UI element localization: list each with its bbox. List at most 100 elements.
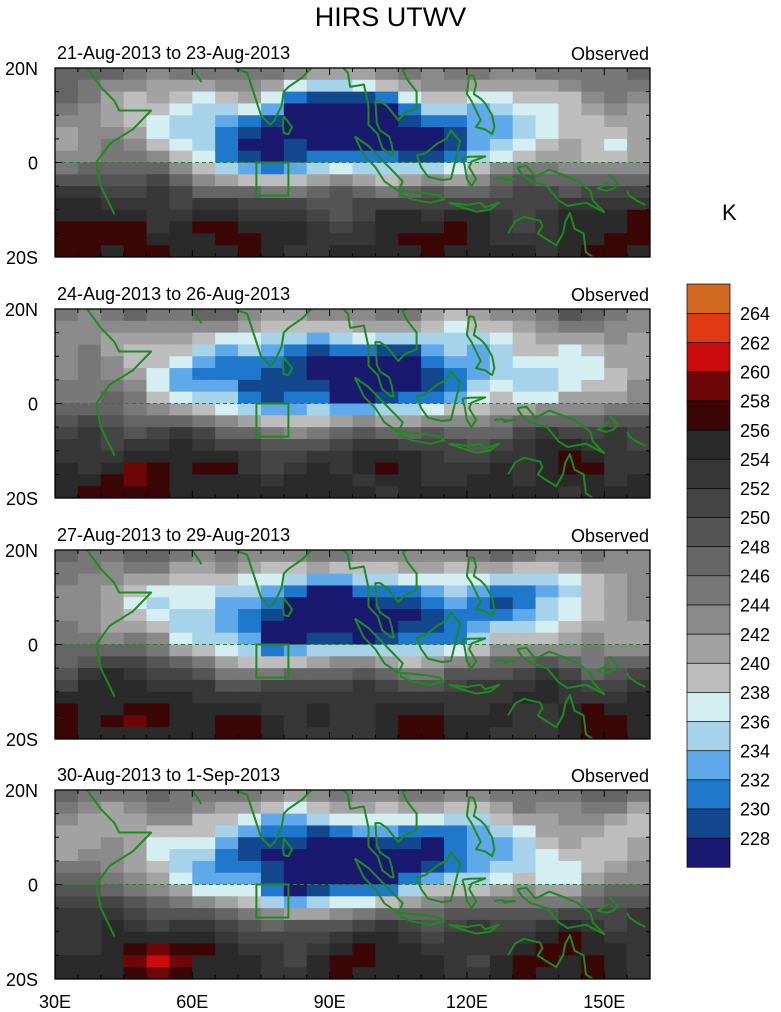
- field-cell: [535, 609, 560, 622]
- field-cell: [421, 790, 445, 803]
- coastline: [461, 877, 487, 910]
- field-cell: [535, 668, 560, 681]
- field-cell: [306, 379, 331, 393]
- field-cell: [55, 68, 79, 81]
- field-cell: [306, 438, 331, 452]
- x-tick-label: 150E: [583, 992, 625, 1012]
- field-cell: [512, 609, 537, 622]
- field-cell: [77, 379, 102, 393]
- field-cell: [375, 186, 399, 199]
- field-cell: [627, 245, 650, 257]
- field-cell: [55, 209, 79, 223]
- field-cell: [169, 79, 193, 93]
- field-cell: [306, 837, 331, 850]
- field-cell: [444, 174, 468, 187]
- field-cell: [627, 609, 650, 622]
- field-cell: [398, 379, 422, 393]
- field-cell: [192, 462, 216, 475]
- field-cell: [146, 825, 171, 838]
- field-cell: [215, 656, 239, 669]
- field-cell: [169, 644, 193, 657]
- field-cell: [352, 644, 376, 657]
- field-cell: [512, 79, 537, 93]
- field-cell: [238, 573, 262, 587]
- field-cell: [352, 415, 376, 428]
- colorbar-level-label: 242: [740, 625, 770, 645]
- field-cell: [535, 620, 560, 634]
- field-cell: [238, 150, 262, 164]
- field-cell: [604, 668, 628, 681]
- field-cell: [604, 931, 628, 945]
- field-cell: [169, 486, 193, 498]
- field-cell: [123, 597, 148, 610]
- colorbar-swatch: [686, 283, 731, 314]
- field-cell: [535, 162, 560, 175]
- field-cell: [146, 474, 171, 487]
- colorbar-level-label: 238: [740, 683, 770, 703]
- field-cell: [100, 150, 125, 164]
- field-cell: [352, 332, 376, 346]
- field-cell: [558, 391, 582, 405]
- field-cell: [146, 668, 171, 681]
- field-cell: [604, 644, 628, 657]
- field-cell: [169, 668, 193, 681]
- field-cell: [146, 320, 171, 334]
- field-cell: [512, 703, 537, 716]
- field-cell: [306, 860, 331, 874]
- field-cell: [123, 162, 148, 175]
- field-cell: [512, 632, 537, 646]
- field-cell: [306, 801, 331, 815]
- field-cell: [100, 609, 125, 622]
- field-cell: [215, 825, 239, 838]
- field-cell: [283, 186, 308, 199]
- field-cell: [581, 150, 605, 164]
- field-cell: [558, 679, 582, 693]
- field-cell: [627, 320, 650, 334]
- field-cell: [489, 427, 514, 440]
- field-cell: [535, 174, 560, 187]
- field-cell: [398, 691, 422, 705]
- field-cell: [77, 644, 102, 657]
- field-cell: [512, 727, 537, 739]
- field-cell: [604, 115, 628, 128]
- field-cell: [375, 209, 399, 223]
- field-cell: [260, 162, 285, 175]
- colorbar-level-label: 252: [740, 479, 770, 499]
- field-cell: [444, 931, 468, 945]
- field-cell: [100, 656, 125, 669]
- field-cell: [581, 245, 605, 257]
- field-cell: [215, 450, 239, 464]
- field-cell: [581, 391, 605, 405]
- field-cell: [306, 727, 331, 739]
- field-cell: [306, 668, 331, 681]
- field-cell: [421, 825, 445, 838]
- field-cell: [260, 668, 285, 681]
- field-cell: [283, 703, 308, 716]
- field-cell: [444, 573, 468, 587]
- field-cell: [238, 668, 262, 681]
- field-cell: [260, 221, 285, 234]
- field-cell: [77, 813, 102, 827]
- field-cell: [489, 332, 514, 346]
- field-cell: [375, 967, 399, 979]
- field-cell: [581, 209, 605, 223]
- field-cell: [123, 309, 148, 322]
- field-cell: [329, 450, 354, 464]
- field-cell: [260, 896, 285, 909]
- colorbar-swatch: [686, 458, 731, 489]
- field-cell: [581, 573, 605, 587]
- field-cell: [169, 221, 193, 234]
- field-cell: [535, 309, 560, 322]
- field-cell: [329, 186, 354, 199]
- field-cell: [375, 703, 399, 716]
- field-cell: [421, 550, 445, 563]
- field-cell: [512, 585, 537, 598]
- field-cell: [375, 813, 399, 827]
- field-cell: [444, 585, 468, 598]
- field-cell: [283, 486, 308, 498]
- field-cell: [169, 825, 193, 838]
- field-cell: [77, 150, 102, 164]
- field-cell: [558, 860, 582, 874]
- field-cell: [238, 872, 262, 886]
- field-cell: [489, 150, 514, 164]
